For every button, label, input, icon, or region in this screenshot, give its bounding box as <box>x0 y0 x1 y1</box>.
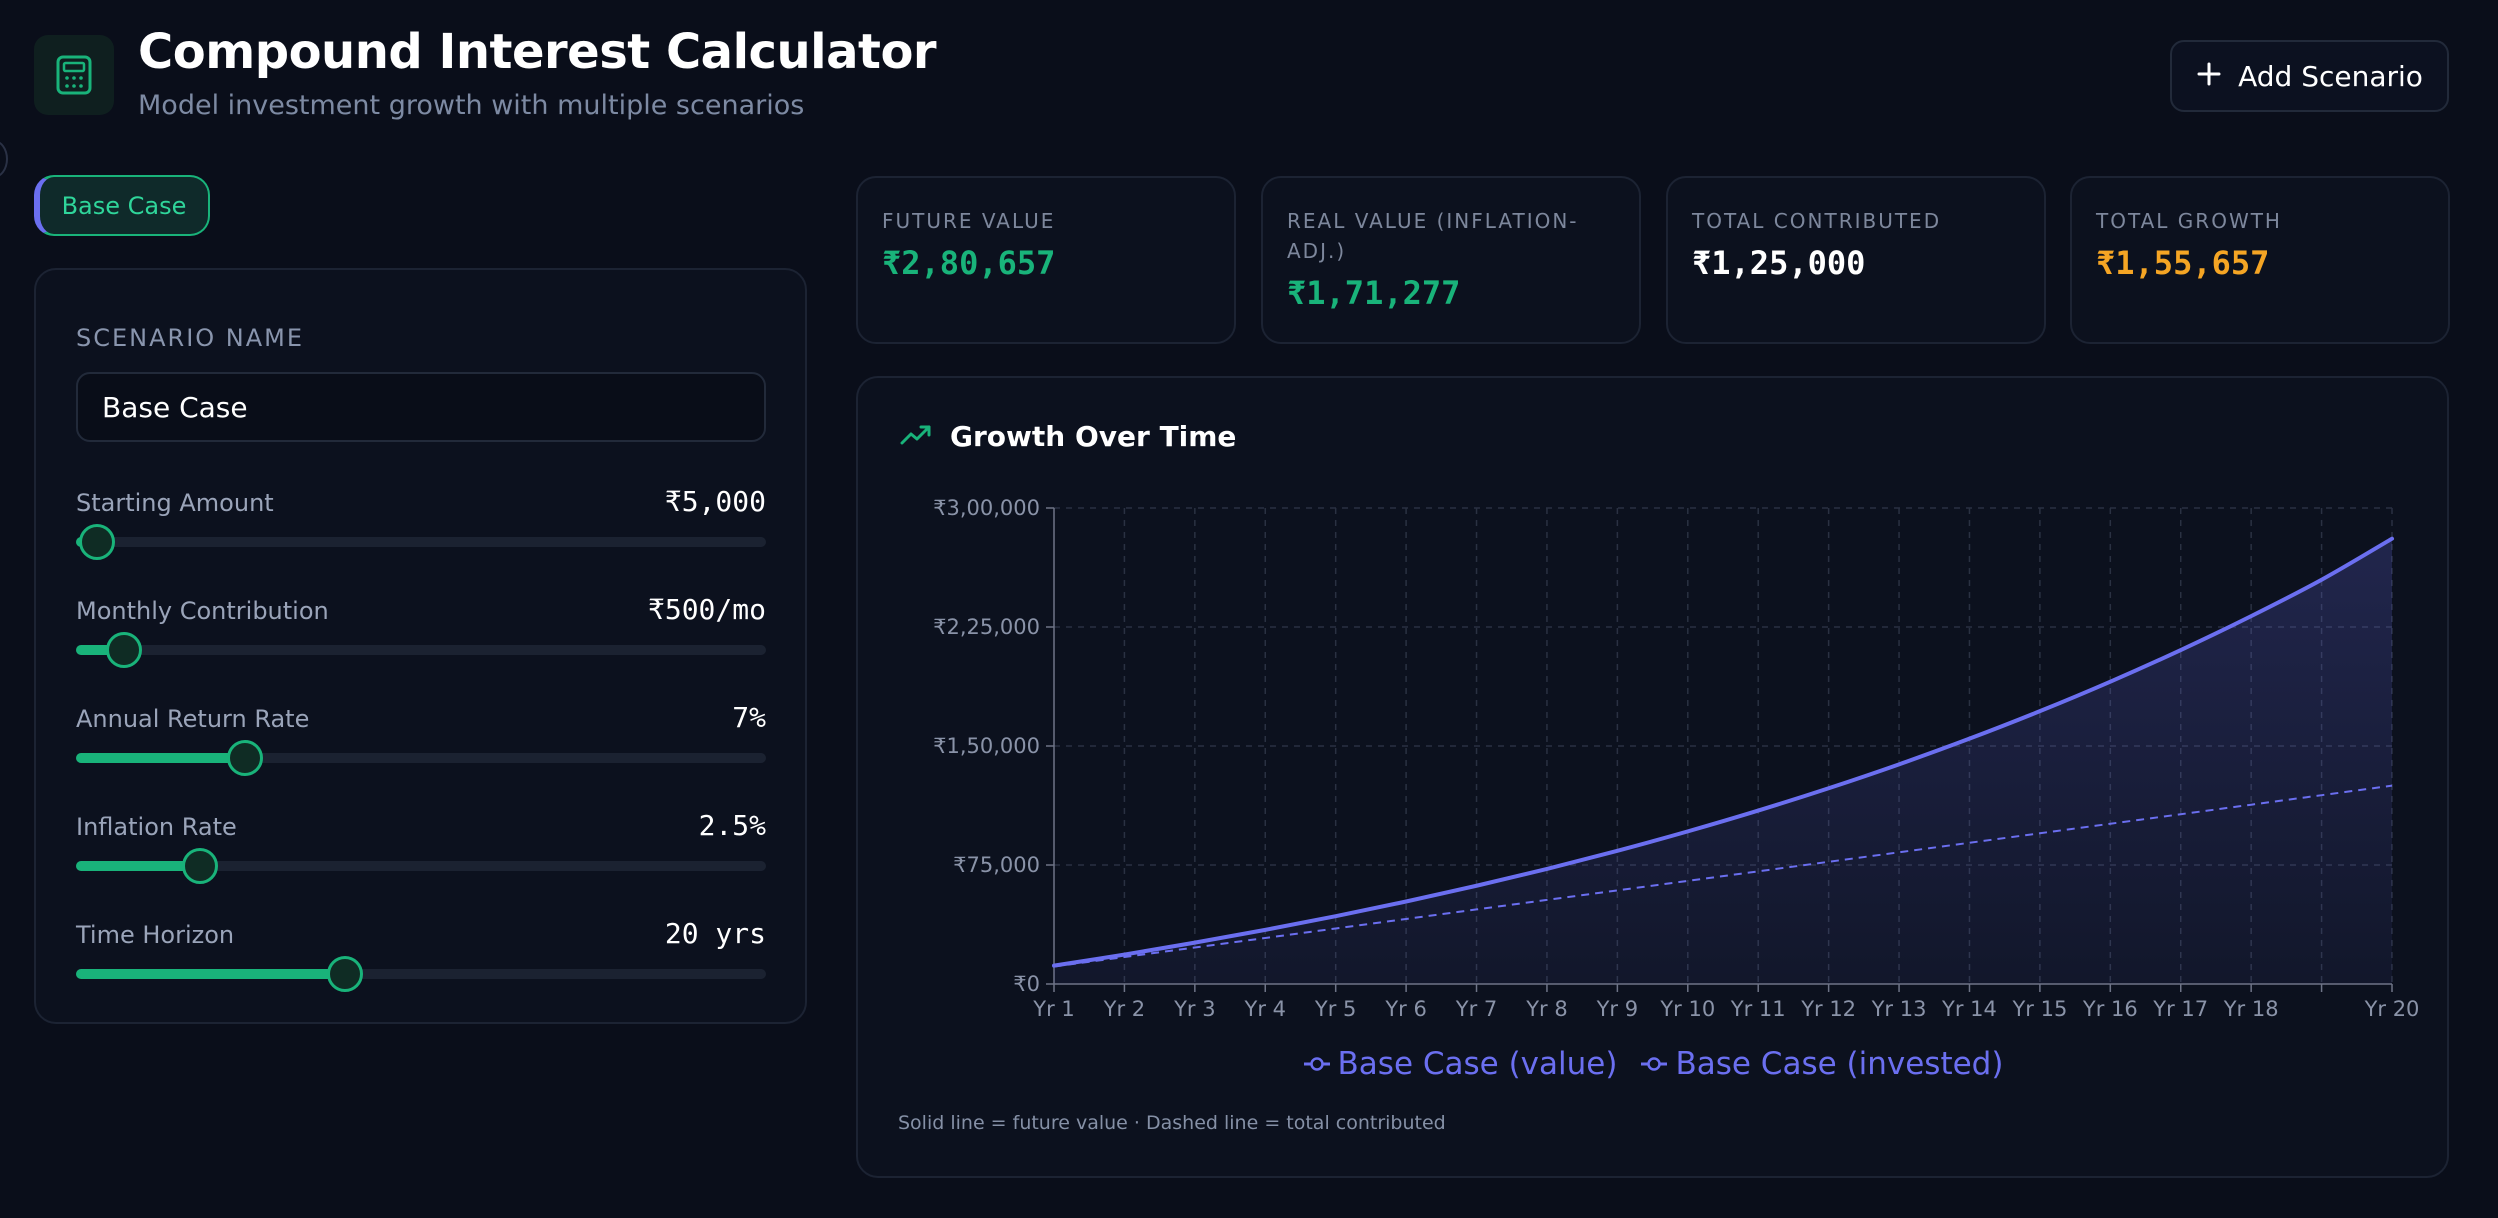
x-tick-label: Yr 4 <box>1244 997 1287 1021</box>
x-tick-label: Yr 1 <box>1032 997 1075 1021</box>
time-horizon-value: 20 yrs <box>664 917 766 950</box>
slider-thumb[interactable] <box>182 848 219 884</box>
x-tick-label: Yr 11 <box>1730 997 1786 1021</box>
inflation-rate-slider[interactable] <box>76 848 766 884</box>
inflation-rate-value: 2.5% <box>698 809 766 842</box>
x-tick-label: Yr 14 <box>1941 997 1997 1021</box>
stat-label: REAL VALUE (INFLATION-ADJ.) <box>1287 209 1579 263</box>
y-tick-label: ₹3,00,000 <box>933 496 1040 520</box>
slider-thumb[interactable] <box>227 740 264 776</box>
x-tick-label: Yr 12 <box>1800 997 1856 1021</box>
scenario-tab-base-case[interactable]: Base Case <box>34 175 210 236</box>
future-value-card: FUTURE VALUE ₹2,80,657 <box>856 176 1236 344</box>
legend-line-icon <box>1641 1057 1668 1071</box>
collapsed-panel-handle[interactable] <box>0 140 8 178</box>
add-scenario-button[interactable]: Add Scenario <box>2170 40 2449 112</box>
stat-label: TOTAL GROWTH <box>2096 209 2282 233</box>
growth-chart: ₹0 ₹75,000 ₹1,50,000 ₹2,25,000 ₹3,00,000 Yr 1… <box>933 496 2420 1021</box>
stat-label: TOTAL CONTRIBUTED <box>1692 209 1942 233</box>
slider-thumb[interactable] <box>78 524 115 560</box>
stat-label: FUTURE VALUE <box>882 209 1056 233</box>
starting-amount-value: ₹5,000 <box>664 485 766 518</box>
starting-amount-label: Starting Amount <box>76 489 274 517</box>
real-value-card: REAL VALUE (INFLATION-ADJ.) ₹1,71,277 <box>1261 176 1641 344</box>
trending-up-icon <box>900 424 932 450</box>
slider-thumb[interactable] <box>106 632 143 668</box>
slider-fill <box>76 861 201 871</box>
annual-return-value: 7% <box>732 701 766 734</box>
stat-value: ₹1,55,657 <box>2096 244 2270 282</box>
monthly-contribution-label: Monthly Contribution <box>76 597 329 625</box>
page-title: Compound Interest Calculator <box>138 24 937 80</box>
x-tick-label: Yr 13 <box>1871 997 1927 1021</box>
legend-line-icon <box>1303 1057 1330 1071</box>
chart-footnote: Solid line = future value · Dashed line … <box>898 1112 1446 1134</box>
x-tick-label: Yr 15 <box>2011 997 2067 1021</box>
x-tick-label: Yr 2 <box>1103 997 1146 1021</box>
total-growth-card: TOTAL GROWTH ₹1,55,657 <box>2070 176 2450 344</box>
x-tick-label: Yr 5 <box>1314 997 1357 1021</box>
x-tick-label: Yr 16 <box>2082 997 2138 1021</box>
x-tick-label: Yr 6 <box>1384 997 1427 1021</box>
slider-fill <box>76 969 346 979</box>
x-tick-label: Yr 17 <box>2152 997 2208 1021</box>
x-tick-label: Yr 3 <box>1173 997 1216 1021</box>
time-horizon-label: Time Horizon <box>76 921 235 949</box>
calculator-icon <box>34 35 114 115</box>
starting-amount-slider[interactable] <box>76 524 766 560</box>
x-tick-label: Yr 9 <box>1596 997 1639 1021</box>
monthly-contribution-slider[interactable] <box>76 632 766 668</box>
chart-header: Growth Over Time <box>900 420 1236 453</box>
slider-thumb[interactable] <box>327 956 364 992</box>
page-subtitle: Model investment growth with multiple sc… <box>138 90 805 121</box>
monthly-contribution-value: ₹500/mo <box>647 593 766 626</box>
y-tick-label: ₹75,000 <box>953 853 1040 877</box>
x-tick-label: Yr 18 <box>2223 997 2279 1021</box>
scenario-name-label: SCENARIO NAME <box>76 324 305 352</box>
stat-value: ₹1,25,000 <box>1692 244 1866 282</box>
stat-value: ₹2,80,657 <box>882 244 1056 282</box>
chart-title: Growth Over Time <box>950 420 1237 453</box>
series-area-value <box>1054 538 2392 984</box>
time-horizon-slider[interactable] <box>76 956 766 992</box>
legend-item-value[interactable]: Base Case (value) <box>1302 1046 1618 1082</box>
chart-legend: Base Case (value) Base Case (invested) <box>858 1046 2447 1082</box>
series-line-value <box>1052 536 2394 968</box>
x-tick-label: Yr 8 <box>1525 997 1568 1021</box>
plus-icon <box>2196 55 2222 93</box>
slider-fill <box>76 645 125 655</box>
x-tick-label: Yr 10 <box>1659 997 1715 1021</box>
annual-return-label: Annual Return Rate <box>76 705 310 733</box>
legend-label: Base Case (value) <box>1337 1046 1618 1082</box>
scenario-name-input[interactable] <box>76 372 766 442</box>
y-tick-label: ₹0 <box>1013 972 1040 996</box>
y-tick-label: ₹2,25,000 <box>933 615 1040 639</box>
slider-fill <box>76 753 246 763</box>
x-tick-label: Yr 7 <box>1455 997 1498 1021</box>
inflation-rate-label: Inflation Rate <box>76 813 237 841</box>
total-contributed-card: TOTAL CONTRIBUTED ₹1,25,000 <box>1666 176 2046 344</box>
stat-value: ₹1,71,277 <box>1287 274 1461 312</box>
growth-chart-panel: ₹0 ₹75,000 ₹1,50,000 ₹2,25,000 ₹3,00,000 Yr 1… <box>856 376 2449 1178</box>
x-tick-label: Yr 20 <box>2364 997 2420 1021</box>
scenario-settings-panel: SCENARIO NAME Starting Amount ₹5,000 Mon… <box>34 268 807 1024</box>
add-scenario-label: Add Scenario <box>2238 59 2423 93</box>
legend-item-invested[interactable]: Base Case (invested) <box>1639 1046 2003 1082</box>
annual-return-slider[interactable] <box>76 740 766 776</box>
series-line-invested <box>1053 784 2393 968</box>
legend-label: Base Case (invested) <box>1675 1046 2004 1082</box>
y-tick-label: ₹1,50,000 <box>933 734 1040 758</box>
